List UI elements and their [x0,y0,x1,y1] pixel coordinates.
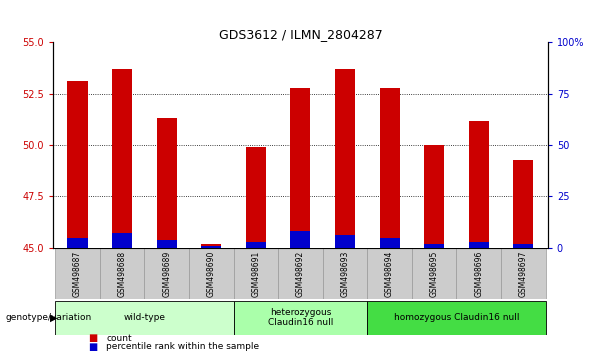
Text: homozygous Claudin16 null: homozygous Claudin16 null [393,313,519,322]
Text: GSM498696: GSM498696 [474,250,483,297]
Bar [246,147,266,248]
Text: GSM498695: GSM498695 [429,250,439,297]
Bar [157,119,177,248]
Bar [469,242,489,248]
Bar [513,244,533,248]
Text: wild-type: wild-type [123,313,166,322]
Text: genotype/variation: genotype/variation [6,313,92,322]
Bar [335,69,355,248]
Text: GSM498694: GSM498694 [385,250,394,297]
Bar [469,120,489,248]
Bar [501,248,545,299]
Bar [189,248,233,299]
Text: GSM498687: GSM498687 [73,250,82,297]
Bar [201,246,221,248]
Bar [278,248,323,299]
Bar [368,301,545,335]
Bar [157,240,177,248]
Text: heterozygous
Claudin16 null: heterozygous Claudin16 null [268,308,333,327]
Bar [112,233,132,248]
Bar [55,248,100,299]
Text: GSM498693: GSM498693 [340,250,349,297]
Text: GSM498692: GSM498692 [296,250,305,297]
Bar [100,248,144,299]
Text: ▶: ▶ [50,313,58,323]
Bar [233,301,368,335]
Bar [379,88,399,248]
Bar [412,248,456,299]
Bar [424,244,444,248]
Bar [456,248,501,299]
Bar [201,244,221,248]
Bar [368,248,412,299]
Bar [55,301,233,335]
Text: GSM498691: GSM498691 [252,250,260,297]
Bar [68,81,88,248]
Bar [144,248,189,299]
Text: ■: ■ [88,333,98,343]
Bar [379,238,399,248]
Bar [290,88,310,248]
Text: GSM498689: GSM498689 [162,250,171,297]
Bar [68,238,88,248]
Text: count: count [106,333,132,343]
Bar [290,232,310,248]
Text: percentile rank within the sample: percentile rank within the sample [106,342,259,352]
Bar [112,69,132,248]
Bar [513,160,533,248]
Bar [424,145,444,248]
Bar [233,248,278,299]
Bar [335,235,355,248]
Bar [246,242,266,248]
Title: GDS3612 / ILMN_2804287: GDS3612 / ILMN_2804287 [219,28,382,41]
Text: GSM498688: GSM498688 [118,250,127,297]
Text: ■: ■ [88,342,98,352]
Text: GSM498697: GSM498697 [519,250,528,297]
Bar [323,248,368,299]
Text: GSM498690: GSM498690 [207,250,216,297]
